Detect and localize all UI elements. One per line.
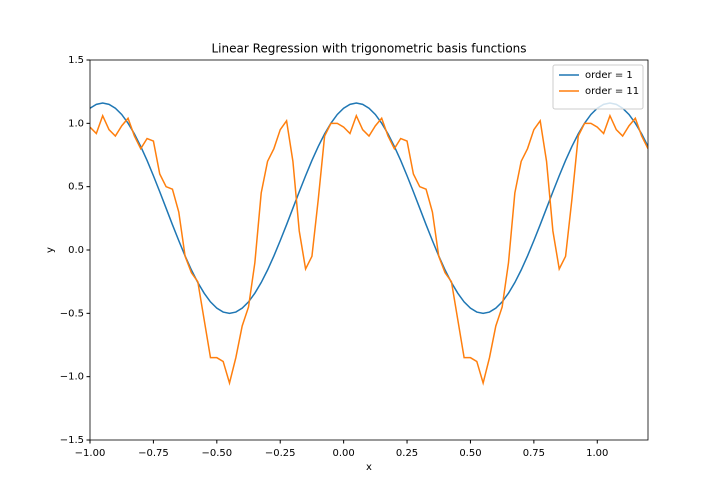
legend: order = 1 order = 11: [552, 64, 644, 110]
y-axis-label: y: [45, 247, 56, 253]
y-tick-label: 1.5: [68, 55, 84, 66]
x-axis-label: x: [366, 462, 372, 473]
x-tick-label: −0.25: [265, 448, 296, 459]
series-line: [90, 113, 648, 386]
y-tick-label: −1.5: [60, 435, 84, 446]
x-tick-label: −0.50: [201, 448, 232, 459]
x-tick-label: −0.75: [138, 448, 169, 459]
y-tick-label: 1.0: [68, 118, 84, 129]
legend-label: order = 11: [585, 86, 639, 97]
x-tick-label: 0.75: [523, 448, 545, 459]
y-tick-label: 0.0: [68, 245, 84, 256]
plot-frame: [89, 59, 649, 441]
y-tick-label: −1.0: [60, 372, 84, 383]
y-tick-label: −0.5: [60, 308, 84, 319]
x-tick-label: −1.00: [75, 448, 106, 459]
x-tick-label: 0.25: [396, 448, 418, 459]
series-line: [90, 102, 648, 315]
y-tick-label: 0.5: [68, 182, 84, 193]
x-tick-label: 0.00: [333, 448, 355, 459]
x-tick-label: 1.00: [586, 448, 608, 459]
x-tick-label: 0.50: [459, 448, 481, 459]
chart-title: Linear Regression with trigonometric bas…: [211, 42, 526, 56]
legend-label: order = 1: [585, 70, 633, 81]
legend-box: [552, 64, 644, 110]
